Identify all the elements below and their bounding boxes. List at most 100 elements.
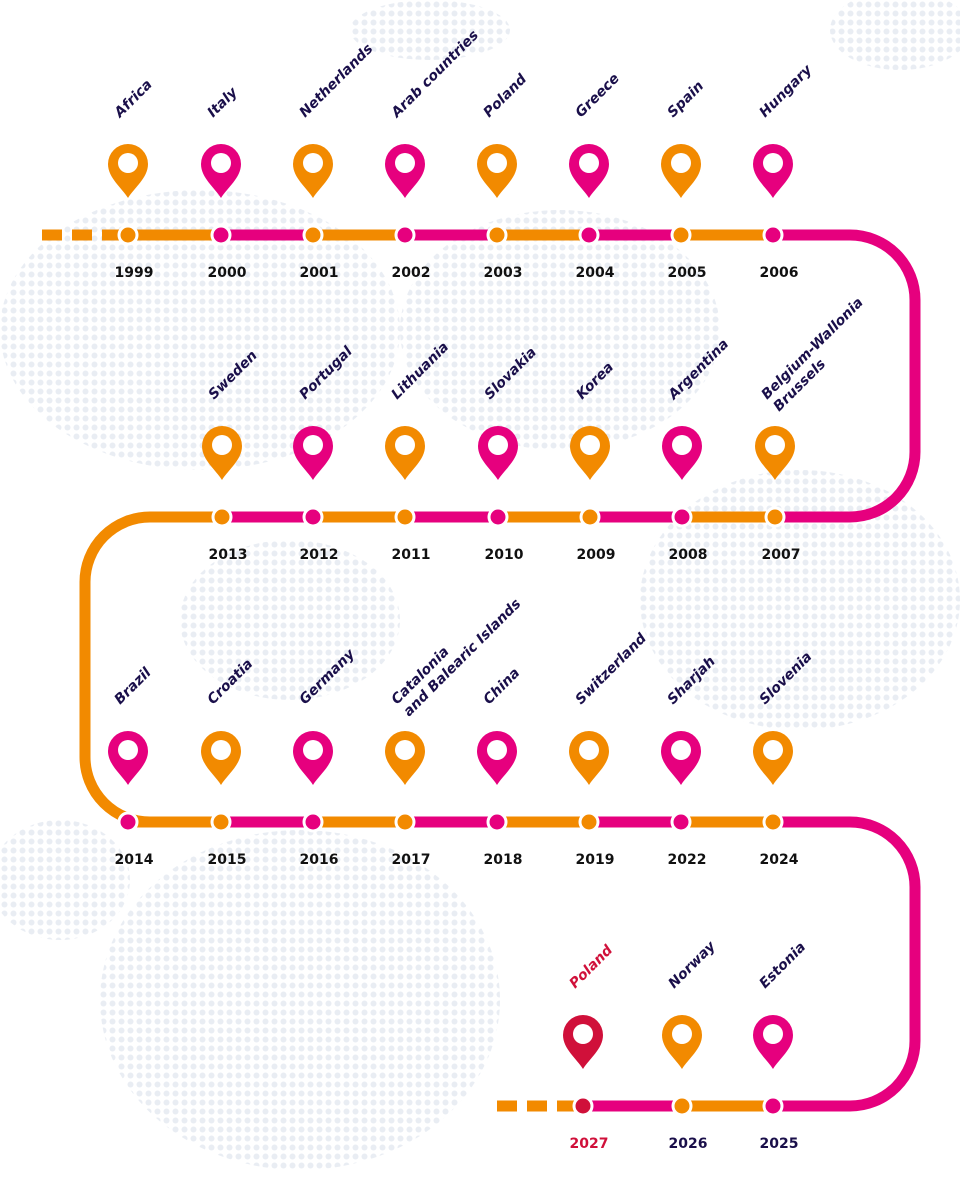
- map-background: [0, 0, 960, 1170]
- pin-hole: [487, 153, 507, 173]
- year-label: 2004: [576, 265, 615, 281]
- track-dot: [572, 1095, 594, 1117]
- event: Poland 2027: [563, 942, 617, 1152]
- year-label: 2022: [668, 852, 707, 868]
- track-dot: [210, 224, 232, 246]
- year-label: 2003: [484, 265, 523, 281]
- track-dot: [211, 506, 233, 528]
- pin-hole: [579, 740, 599, 760]
- track: [42, 229, 921, 1112]
- pin-hole: [395, 740, 415, 760]
- track-dot: [394, 811, 416, 833]
- track-dot: [762, 224, 784, 246]
- pin-hole: [488, 435, 508, 455]
- track-dot: [302, 224, 324, 246]
- year-label: 1999: [115, 265, 154, 281]
- year-label: 2000: [208, 265, 247, 281]
- year-label: 2005: [668, 265, 707, 281]
- place-label: Netherlands: [297, 41, 377, 121]
- track-dot: [487, 506, 509, 528]
- pin-hole: [395, 435, 415, 455]
- year-label: 2006: [760, 265, 799, 281]
- track-dot: [670, 811, 692, 833]
- pin-hole: [580, 435, 600, 455]
- track-segment: [79, 511, 222, 828]
- place-label: Switzerland: [573, 630, 651, 708]
- track-dot: [117, 224, 139, 246]
- year-label: 2002: [392, 265, 431, 281]
- place-label: Spain: [665, 78, 708, 121]
- track-dot: [762, 811, 784, 833]
- event: Hungary 2006: [753, 61, 816, 281]
- pin-hole: [211, 153, 231, 173]
- track-dot: [578, 224, 600, 246]
- event: Brazil 2014: [108, 665, 155, 868]
- track-dot: [117, 811, 139, 833]
- track-dot: [670, 224, 692, 246]
- pin-hole: [765, 435, 785, 455]
- place-label: Greece: [573, 70, 623, 120]
- track-dot: [486, 811, 508, 833]
- track-dot: [578, 811, 600, 833]
- year-label: 2012: [300, 547, 339, 563]
- year-label: 2011: [392, 547, 431, 563]
- year-label: 2007: [762, 547, 801, 563]
- event: Norway 2026: [662, 938, 719, 1152]
- event: China 2018: [477, 665, 523, 868]
- year-label: 2017: [392, 852, 431, 868]
- pin-hole: [303, 740, 323, 760]
- place-label: Italy: [205, 84, 242, 121]
- pin-hole: [303, 153, 323, 173]
- year-label: 2008: [669, 547, 708, 563]
- track-dot: [579, 506, 601, 528]
- track-dot: [486, 224, 508, 246]
- year-label: 2001: [300, 265, 339, 281]
- year-label: 2010: [485, 547, 524, 563]
- track-dot: [762, 1095, 784, 1117]
- track-dot: [671, 506, 693, 528]
- track-dot: [671, 1095, 693, 1117]
- place-label: and Balearic Islands: [401, 596, 525, 720]
- track-segment: [773, 816, 921, 1112]
- place-label: Estonia: [757, 939, 810, 992]
- pin-hole: [671, 740, 691, 760]
- pin-hole: [395, 153, 415, 173]
- place-label: Belgium-Wallonia: [759, 295, 867, 403]
- event: Switzerland 2019: [569, 630, 650, 868]
- track-dot: [210, 811, 232, 833]
- place-label: Norway: [666, 938, 720, 992]
- event: Estonia 2025: [753, 939, 809, 1152]
- year-label: 2009: [577, 547, 616, 563]
- pin-hole: [671, 153, 691, 173]
- year-label: 2018: [484, 852, 523, 868]
- pin-hole: [118, 153, 138, 173]
- year-label: 2014: [115, 852, 154, 868]
- pin-hole: [211, 740, 231, 760]
- pin-hole: [118, 740, 138, 760]
- pin-hole: [763, 740, 783, 760]
- place-label: Brazil: [112, 665, 155, 708]
- track-dot: [394, 224, 416, 246]
- pin-hole: [672, 1024, 692, 1044]
- track-dot: [394, 506, 416, 528]
- year-label: 2025: [760, 1136, 799, 1152]
- track-segment: [773, 229, 921, 523]
- pin-hole: [763, 1024, 783, 1044]
- year-label: 2016: [300, 852, 339, 868]
- pin-hole: [672, 435, 692, 455]
- pin-hole: [212, 435, 232, 455]
- year-label: 2026: [669, 1136, 708, 1152]
- place-label: Poland: [481, 71, 531, 121]
- place-label: Poland: [567, 942, 617, 992]
- year-label: 2024: [760, 852, 799, 868]
- pin-hole: [579, 153, 599, 173]
- place-label: China: [481, 665, 524, 708]
- place-label: Hungary: [757, 61, 816, 120]
- pin-hole: [487, 740, 507, 760]
- year-label: 2013: [209, 547, 248, 563]
- year-label: 2019: [576, 852, 615, 868]
- track-dot: [302, 506, 324, 528]
- place-label: Africa: [111, 77, 156, 122]
